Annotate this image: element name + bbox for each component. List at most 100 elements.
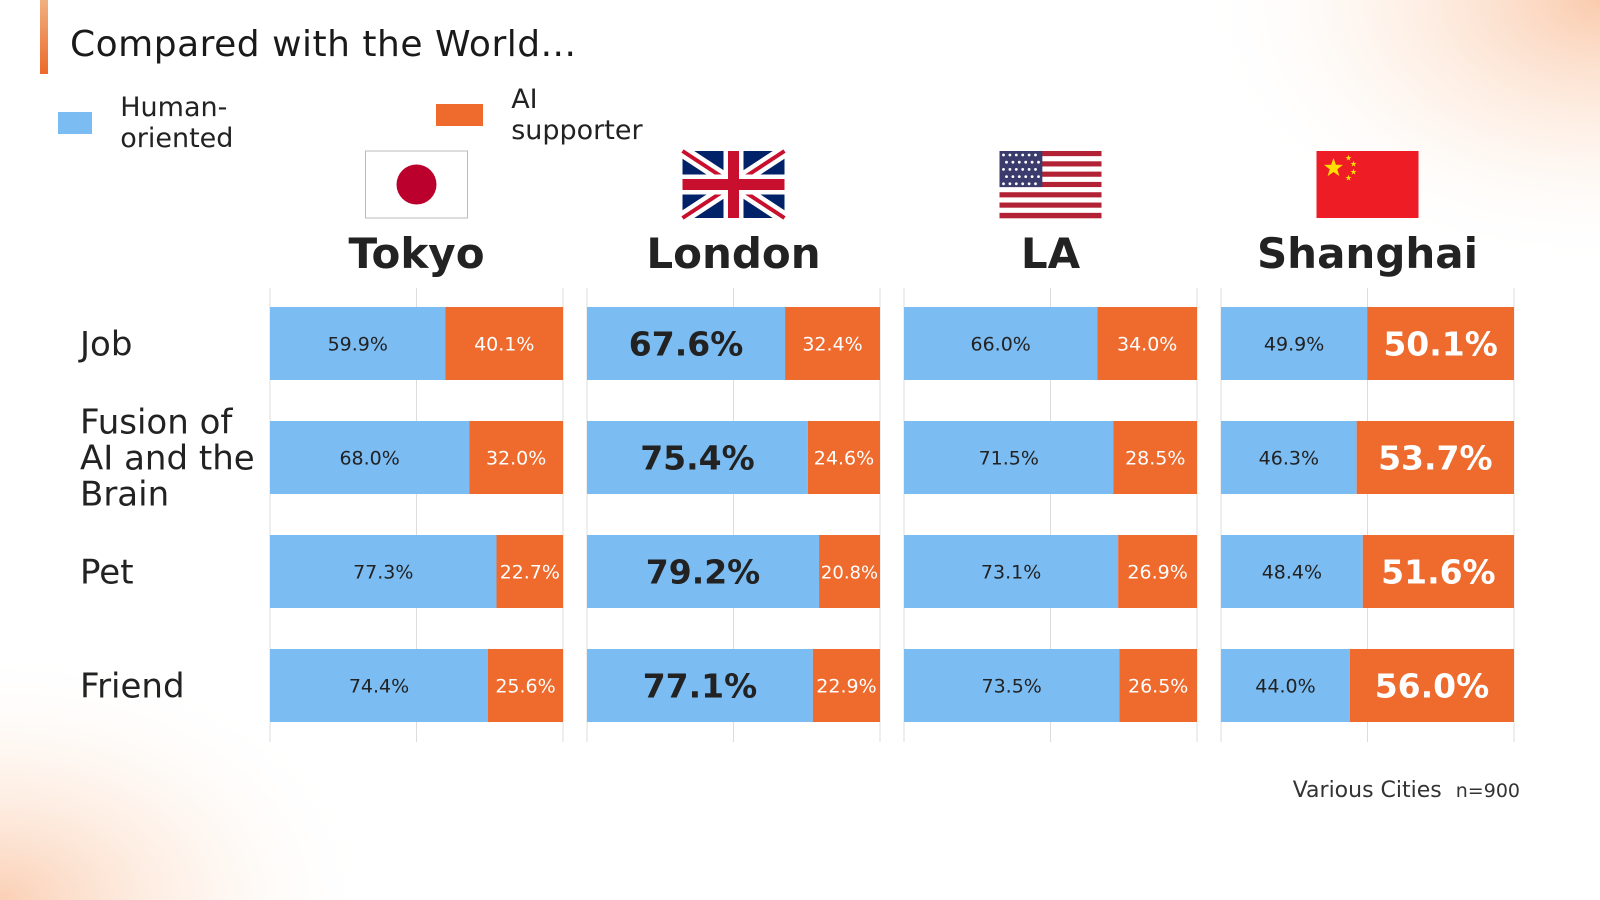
category-label-line: Pet — [80, 553, 134, 593]
usa-flag-star — [1011, 160, 1015, 164]
bar-human — [270, 421, 470, 494]
bar-ai — [1362, 535, 1514, 608]
usa-flag-star — [1014, 153, 1018, 157]
usa-flag-star — [1021, 153, 1025, 157]
bar-ai — [812, 649, 880, 722]
legend-label-human: Human-oriented — [120, 92, 234, 154]
bar-ai — [785, 307, 880, 380]
bar-ai — [819, 535, 880, 608]
data-label: 32.0% — [486, 448, 546, 470]
city-name: LA — [1021, 229, 1081, 278]
bar-ai — [1356, 421, 1514, 494]
data-label: 67.6% — [629, 325, 744, 364]
bar-ai — [469, 421, 563, 494]
usa-flag — [999, 151, 1102, 219]
category-label-line: Brain — [80, 475, 169, 515]
category-label: Job — [78, 325, 132, 365]
usa-flag-star — [1008, 153, 1012, 157]
title-accent-bar — [40, 0, 48, 74]
usa-flag-stripe — [999, 171, 1102, 178]
data-label: 32.4% — [802, 334, 862, 356]
category-label-line: Fusion of — [80, 403, 233, 443]
usa-flag-star — [1037, 175, 1040, 179]
category-label-line: Job — [78, 325, 132, 365]
bar-human — [587, 649, 813, 722]
bar-human — [1221, 535, 1363, 608]
category-label: Fusion of AI and the Brain — [80, 403, 255, 515]
usa-flag-star — [1027, 153, 1031, 157]
bar-human — [587, 307, 786, 380]
usa-flag-star — [1002, 182, 1005, 186]
uk-flag-cross-red — [682, 151, 785, 218]
china-flag-small-star — [1345, 154, 1352, 161]
data-label: 34.0% — [1117, 334, 1177, 356]
category-label-line: AI and the — [80, 439, 255, 479]
bar-ai — [445, 307, 563, 380]
usa-flag-star — [1002, 153, 1005, 157]
usa-flag-star — [1037, 160, 1040, 164]
bar-ai — [1113, 421, 1197, 494]
japan-flag — [365, 150, 468, 219]
bar-ai — [496, 535, 563, 608]
usa-flag-star — [1005, 175, 1008, 179]
usa-flag-star — [1011, 175, 1015, 179]
category-label-line: Friend — [80, 667, 185, 707]
usa-flag-stripe — [999, 197, 1102, 203]
usa-flag-star — [1034, 153, 1037, 157]
bar-ai — [487, 649, 563, 722]
footnote-source: Various Cities — [1292, 778, 1442, 803]
data-label: 49.9% — [1264, 334, 1324, 356]
japan-flag-disc — [396, 164, 437, 205]
usa-flag-star — [1027, 182, 1031, 186]
bar-human — [904, 535, 1119, 608]
usa-flag-stripe — [999, 212, 1102, 219]
bar-human — [587, 421, 808, 494]
usa-flag-star — [1014, 182, 1018, 186]
usa-flag-star — [1021, 168, 1025, 171]
data-label: 73.5% — [981, 676, 1041, 698]
city-name: London — [646, 229, 820, 278]
usa-flag-star — [1021, 182, 1025, 186]
usa-flag-stripe — [999, 151, 1102, 157]
data-label: 48.4% — [1262, 562, 1322, 584]
data-label: 56.0% — [1375, 667, 1490, 706]
usa-flag-stripe — [999, 181, 1102, 188]
bar-ai — [1367, 307, 1514, 380]
data-label: 46.3% — [1259, 448, 1319, 470]
bar-human — [587, 535, 820, 608]
data-label: 22.9% — [816, 676, 876, 698]
usa-flag-stripe — [999, 202, 1102, 208]
legend-item-human: Human-oriented — [58, 92, 255, 154]
data-label: 66.0% — [971, 334, 1031, 356]
usa-flag-star — [1024, 160, 1028, 164]
china-flag — [1316, 151, 1419, 218]
data-label: 40.1% — [474, 334, 534, 356]
bar-ai — [807, 421, 880, 494]
bar-ai — [1119, 649, 1197, 722]
data-label: 50.1% — [1383, 325, 1498, 364]
usa-flag-star — [1024, 175, 1028, 179]
bar-human — [270, 307, 446, 380]
category-label: Pet — [80, 553, 134, 593]
usa-flag-star — [1027, 168, 1031, 171]
data-label: 59.9% — [328, 334, 388, 356]
bar-human — [904, 307, 1098, 380]
bar-ai — [1349, 649, 1514, 722]
data-label: 25.6% — [495, 676, 555, 698]
usa-flag-star — [1034, 168, 1037, 171]
usa-flag-star — [1030, 175, 1034, 179]
category-label: Friend — [80, 667, 185, 707]
usa-flag-star — [1002, 168, 1005, 171]
footnote-sample-size: n=900 — [1455, 780, 1520, 802]
usa-flag-star — [1008, 182, 1012, 186]
city-name: Tokyo — [348, 229, 484, 278]
usa-flag-star — [1030, 160, 1034, 164]
footnote: Various Cities n=900 — [1293, 778, 1520, 803]
legend-swatch-ai — [436, 104, 484, 126]
bar-human — [270, 649, 488, 722]
data-label: 68.0% — [339, 448, 399, 470]
usa-flag-star — [1017, 175, 1021, 179]
usa-flag-stripe — [999, 192, 1102, 198]
usa-flag-star — [1005, 160, 1008, 164]
data-label: 22.7% — [500, 562, 560, 584]
